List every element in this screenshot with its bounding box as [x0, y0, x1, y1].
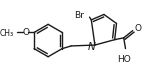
Text: HO: HO [117, 55, 131, 64]
Text: O: O [22, 28, 30, 37]
Text: CH₃: CH₃ [0, 29, 13, 38]
Text: O: O [135, 24, 141, 33]
Text: Br: Br [74, 11, 84, 20]
Text: N: N [87, 42, 95, 52]
